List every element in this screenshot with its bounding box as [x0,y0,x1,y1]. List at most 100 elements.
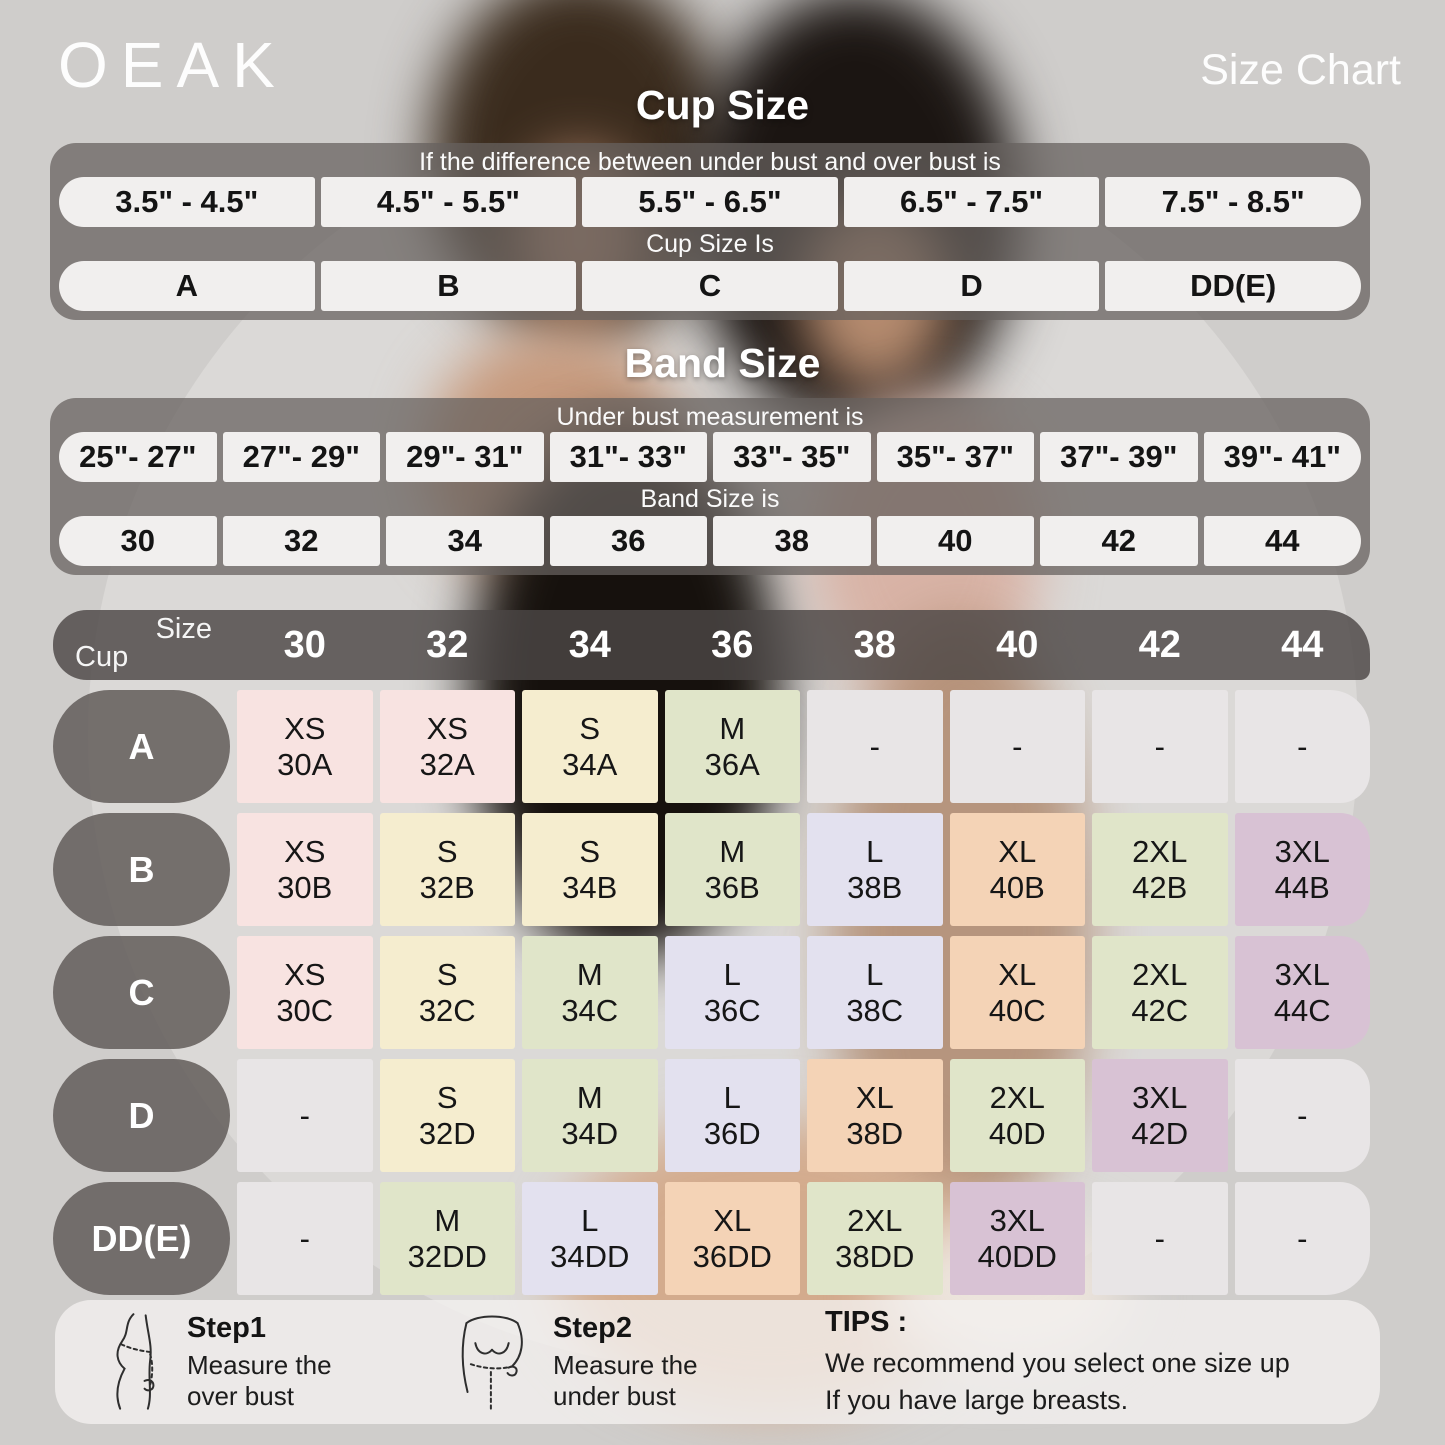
matrix-cell: - [237,1059,373,1172]
size-matrix: A XS 30A XS 32A S 34A M 36A - - - - B XS 30B S 32B S 34B M 36… [53,690,1370,1305]
tips-title: TIPS : [825,1306,908,1339]
matrix-column-header: 30 [283,623,326,666]
band-range-segment: 27"- 29" [222,432,380,483]
matrix-cell: 2XL 42B [1092,813,1228,926]
matrix-column-header: 36 [711,623,754,666]
band-value-segment: 36 [549,516,707,566]
band-range-row: 25"- 27" 27"- 29" 29"- 31" 31"- 33" 33"- 35"… [59,432,1361,483]
matrix-cell: XS 30A [237,690,373,803]
matrix-cell: - [1092,1182,1228,1295]
matrix-row-label: B [53,813,230,926]
matrix-cell: XL 40C [949,936,1085,1049]
brand-logo: OEAK [58,29,288,101]
cup-letter-segment: D [843,261,1100,311]
matrix-cell: - [1092,690,1228,803]
matrix-cell: 2XL 38DD [807,1182,943,1295]
band-value-segment: 30 [59,516,217,566]
matrix-cell: XS 32A [379,690,515,803]
matrix-corner-cup-label: Cup [75,641,129,673]
matrix-cell: - [237,1182,373,1295]
matrix-cell: XL 40B [949,813,1085,926]
band-range-segment: 33"- 35" [713,432,871,483]
cup-letter-segment: A [59,261,315,311]
matrix-row-label: C [53,936,230,1049]
matrix-cell: L 34DD [522,1182,658,1295]
matrix-cell: L 36D [664,1059,800,1172]
matrix-column-header: 44 [1281,623,1324,666]
step2-title: Step2 [553,1312,632,1345]
matrix-header: Size Cup 30 32 34 36 38 40 42 44 [53,610,1370,680]
cup-size-panel: If the difference between under bust and… [50,143,1370,320]
matrix-cell: - [807,690,943,803]
band-value-segment: 38 [713,516,871,566]
matrix-cell: - [949,690,1085,803]
measure-over-bust-icon [116,1313,155,1410]
matrix-row-label: DD(E) [53,1182,230,1295]
matrix-column-header: 42 [1138,623,1181,666]
matrix-cell: 3XL 44C [1234,936,1370,1049]
matrix-row: D - S 32D M 34D L 36D XL 38D 2XL 40D 3XL 42D - [53,1059,1370,1172]
matrix-cell: XL 36DD [664,1182,800,1295]
matrix-cell: - [1234,1182,1370,1295]
matrix-corner-size-label: Size [155,613,212,645]
matrix-row: B XS 30B S 32B S 34B M 36B L 38B XL 40B 2XL 42B 3XL 44B [53,813,1370,926]
matrix-row: DD(E) - M 32DD L 34DD XL 36DD 2XL 38DD 3XL 40DD - - [53,1182,1370,1295]
matrix-cell: M 32DD [379,1182,515,1295]
matrix-cell: - [1234,1059,1370,1172]
band-size-title: Band Size [624,340,821,386]
cup-range-segment: 5.5" - 6.5" [582,177,838,228]
cup-range-segment: 6.5" - 7.5" [843,177,1100,228]
matrix-cell: M 36A [664,690,800,803]
step2-block: Step2 Measure the under bust [553,1312,733,1411]
band-value-segment: 34 [386,516,544,566]
matrix-cell: M 36B [664,813,800,926]
cup-range-segment: 3.5" - 4.5" [59,177,315,228]
cup-letter-row: A B C D DD(E) [59,261,1361,311]
cup-result-label: Cup Size Is [646,229,774,258]
band-result-label: Band Size is [640,484,780,513]
band-range-segment: 25"- 27" [59,432,217,483]
matrix-corner-cell: Size Cup [53,610,230,680]
matrix-cell: S 32D [379,1059,515,1172]
matrix-cell: S 34A [522,690,658,803]
cup-letter-segment: DD(E) [1105,261,1361,311]
band-value-row: 30 32 34 36 38 40 42 44 [59,516,1361,566]
matrix-row-label: A [53,690,230,803]
page-title: Size Chart [1200,46,1401,94]
band-instruction: Under bust measurement is [556,402,864,431]
matrix-cell: XL 38D [807,1059,943,1172]
matrix-row: C XS 30C S 32C M 34C L 36C L 38C XL 40C 2XL 42C 3XL 44C [53,936,1370,1049]
matrix-column-header: 38 [853,623,896,666]
tips-text: We recommend you select one size up If y… [825,1348,1290,1415]
band-range-segment: 35"- 37" [876,432,1034,483]
step2-text: Measure the under bust [553,1350,698,1411]
cup-letter-segment: C [582,261,838,311]
cup-range-row: 3.5" - 4.5" 4.5" - 5.5" 5.5" - 6.5" 6.5" - … [59,177,1361,228]
cup-range-segment: 4.5" - 5.5" [320,177,577,228]
cup-size-title: Cup Size [635,82,810,128]
measure-under-bust-icon [461,1315,523,1410]
matrix-cell: - [1234,690,1370,803]
cup-letter-segment: B [320,261,577,311]
matrix-column-header: 34 [568,623,611,666]
cup-range-segment: 7.5" - 8.5" [1105,177,1361,228]
matrix-cell: L 38B [807,813,943,926]
band-value-segment: 44 [1203,516,1361,566]
matrix-cell: 3XL 40DD [949,1182,1085,1295]
band-range-segment: 31"- 33" [549,432,707,483]
matrix-cell: XS 30C [237,936,373,1049]
band-range-segment: 37"- 39" [1040,432,1198,483]
band-value-segment: 42 [1040,516,1198,566]
matrix-cell: S 32B [379,813,515,926]
band-range-segment: 39"- 41" [1203,432,1361,483]
matrix-cell: L 36C [664,936,800,1049]
step1-title: Step1 [187,1312,266,1345]
matrix-row: A XS 30A XS 32A S 34A M 36A - - - - [53,690,1370,803]
band-value-segment: 40 [876,516,1034,566]
band-size-panel: Under bust measurement is 25"- 27" 27"- 2… [50,398,1370,575]
matrix-column-header: 40 [996,623,1039,666]
matrix-cell: 3XL 42D [1092,1059,1228,1172]
footer-panel: Step1 Measure the over bust Step2 Measur… [55,1300,1380,1424]
band-value-segment: 32 [222,516,380,566]
